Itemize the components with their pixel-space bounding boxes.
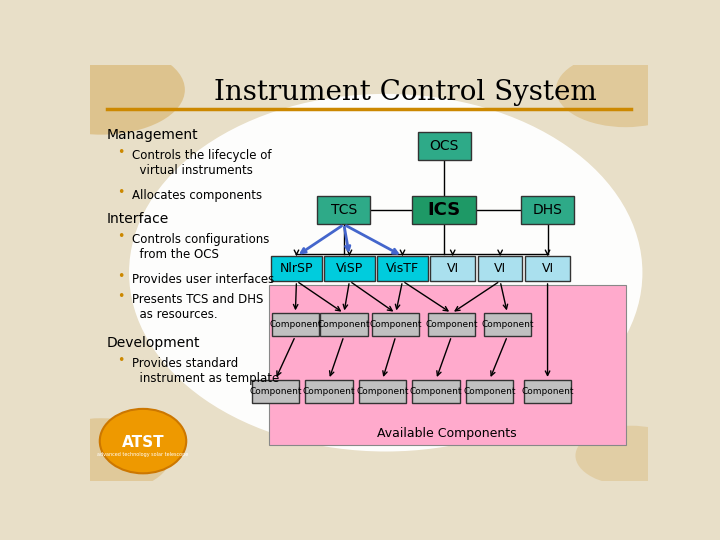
Text: •: • <box>117 186 124 199</box>
Bar <box>324 256 374 281</box>
Text: •: • <box>117 354 124 367</box>
Bar <box>269 285 626 446</box>
Text: Presents TCS and DHS
  as resources.: Presents TCS and DHS as resources. <box>132 293 264 321</box>
Text: Interface: Interface <box>107 212 169 226</box>
Bar <box>484 313 531 336</box>
Text: Allocates components: Allocates components <box>132 188 262 202</box>
Bar <box>377 256 428 281</box>
Ellipse shape <box>575 426 687 485</box>
Text: Component: Component <box>356 387 409 396</box>
Text: Component: Component <box>410 387 462 396</box>
Bar <box>318 196 370 225</box>
Bar <box>428 313 475 336</box>
Text: advanced technology solar telescope: advanced technology solar telescope <box>97 453 189 457</box>
Text: Controls the lifecycle of
  virtual instruments: Controls the lifecycle of virtual instru… <box>132 149 271 177</box>
Bar <box>431 256 475 281</box>
Text: DHS: DHS <box>533 204 562 217</box>
Bar <box>359 380 406 403</box>
Text: •: • <box>117 290 124 303</box>
Text: VI: VI <box>446 262 459 275</box>
Bar <box>305 380 353 403</box>
Text: Component: Component <box>318 320 370 329</box>
Text: TCS: TCS <box>330 204 357 217</box>
Text: Available Components: Available Components <box>377 427 517 440</box>
Text: NlrSP: NlrSP <box>279 262 313 275</box>
Text: Component: Component <box>269 320 322 329</box>
Text: ATST: ATST <box>122 435 164 450</box>
Text: •: • <box>117 146 124 159</box>
Ellipse shape <box>17 45 185 134</box>
Text: Provides standard
  instrument as template: Provides standard instrument as template <box>132 357 279 385</box>
Text: Component: Component <box>249 387 302 396</box>
Ellipse shape <box>32 418 171 493</box>
Text: Provides user interfaces: Provides user interfaces <box>132 273 274 286</box>
Bar <box>524 380 571 403</box>
Text: Component: Component <box>426 320 478 329</box>
Bar <box>271 256 322 281</box>
Bar <box>320 313 368 336</box>
Bar <box>413 380 459 403</box>
Bar <box>271 313 319 336</box>
Text: ViSP: ViSP <box>336 262 363 275</box>
Text: OCS: OCS <box>430 139 459 153</box>
Bar <box>413 196 477 225</box>
Text: Component: Component <box>463 387 516 396</box>
Text: •: • <box>117 230 124 244</box>
Text: VI: VI <box>494 262 506 275</box>
Text: Management: Management <box>107 128 199 142</box>
Text: Instrument Control System: Instrument Control System <box>214 79 597 106</box>
Text: Component: Component <box>302 387 355 396</box>
Bar <box>418 132 471 160</box>
Text: Component: Component <box>521 387 574 396</box>
Text: Development: Development <box>107 336 200 350</box>
Bar <box>526 256 570 281</box>
Ellipse shape <box>556 52 696 127</box>
Bar <box>521 196 574 225</box>
Text: VI: VI <box>541 262 554 275</box>
Text: VisTF: VisTF <box>386 262 419 275</box>
Text: Component: Component <box>369 320 422 329</box>
Ellipse shape <box>129 94 642 451</box>
Text: ICS: ICS <box>428 201 461 219</box>
Text: Component: Component <box>481 320 534 329</box>
Bar <box>478 256 523 281</box>
Text: •: • <box>117 270 124 283</box>
Bar <box>466 380 513 403</box>
Ellipse shape <box>100 409 186 474</box>
Bar <box>372 313 420 336</box>
Bar <box>251 380 299 403</box>
Text: Controls configurations
  from the OCS: Controls configurations from the OCS <box>132 233 269 261</box>
